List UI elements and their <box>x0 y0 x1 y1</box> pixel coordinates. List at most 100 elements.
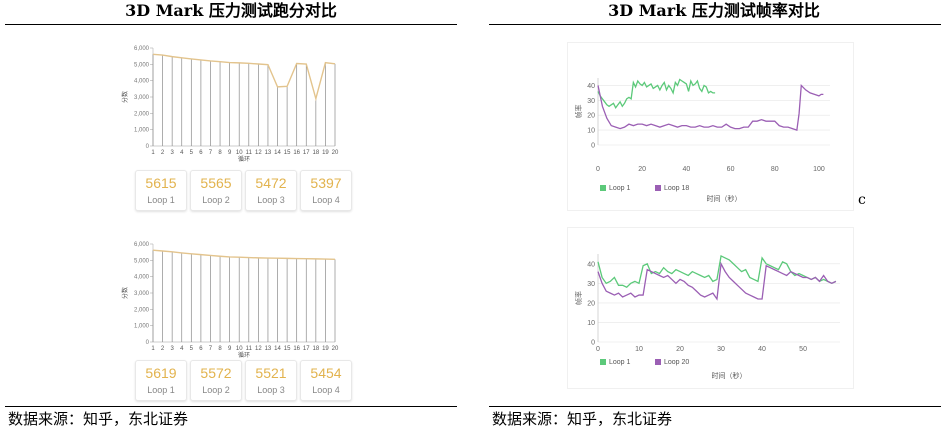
fps-chart-1: 0 10 20 30 40 0 20 40 60 80 100 帧率 Loop 1 Loop 18 时间（秒… <box>574 78 830 203</box>
loop-score-value: 5572 <box>200 365 232 381</box>
loop-score-label: Loop 4 <box>312 195 340 205</box>
y-tick-label: 10 <box>587 320 595 327</box>
y-tick-label: 3,000 <box>134 95 150 101</box>
fps-series-line <box>597 83 824 131</box>
score-chart-card-1: 0 1,000 2,000 3,000 4,000 5,000 6,000 1 2 3 4 5 6 7 8 9… <box>110 36 360 216</box>
loop-score-value: 5615 <box>145 175 177 191</box>
x-tick-label: 4 <box>180 346 184 352</box>
x-axis-title: 循环 <box>238 351 250 358</box>
right-title-rule <box>489 24 941 25</box>
x-tick-label: 40 <box>758 346 766 353</box>
y-tick-label: 40 <box>587 261 595 268</box>
x-tick-label: 16 <box>293 150 300 156</box>
x-tick-label: 10 <box>635 346 643 353</box>
y-axis-title: 分数 <box>121 91 129 103</box>
x-tick-label: 17 <box>303 150 310 156</box>
legend-label: Loop 1 <box>609 359 631 366</box>
x-tick-label: 20 <box>638 166 646 173</box>
loop-score-value: 5397 <box>310 175 342 191</box>
legend-swatch <box>600 185 606 191</box>
left-title-rule <box>5 24 457 25</box>
fps-series-line <box>597 261 837 301</box>
stray-mark: c <box>858 192 866 208</box>
y-tick-label: 20 <box>587 113 595 120</box>
x-tick-label: 18 <box>312 150 319 156</box>
x-tick-label: 0 <box>596 346 600 353</box>
legend-swatch <box>600 359 606 365</box>
x-tick-label: 80 <box>771 166 779 173</box>
y-tick-label: 0 <box>146 340 150 346</box>
y-tick-label: 10 <box>587 128 595 135</box>
x-tick-label: 13 <box>265 346 272 352</box>
x-tick-label: 11 <box>246 346 253 352</box>
loop-score-box: 5619 Loop 1 <box>135 360 187 401</box>
x-tick-label: 15 <box>284 346 291 352</box>
left-panel-title: 3D Mark 压力测试跑分对比 <box>125 1 337 20</box>
loop-score-value: 5521 <box>255 365 287 381</box>
y-tick-label: 2,000 <box>134 111 150 117</box>
loop-score-box: 5521 Loop 3 <box>245 360 297 401</box>
loop-score-box: 5454 Loop 4 <box>300 360 352 401</box>
x-tick-label: 4 <box>180 150 184 156</box>
x-tick-label: 2 <box>161 346 165 352</box>
score-series-line <box>152 53 336 102</box>
x-tick-label: 50 <box>799 346 807 353</box>
legend-label: Loop 20 <box>664 359 689 366</box>
right-panel-title: 3D Mark 压力测试帧率对比 <box>608 1 820 20</box>
y-tick-label: 0 <box>591 143 595 150</box>
x-tick-label: 15 <box>284 150 291 156</box>
x-tick-label: 12 <box>255 150 262 156</box>
x-tick-label: 10 <box>236 150 243 156</box>
y-tick-label: 5,000 <box>134 62 150 68</box>
legend-label: Loop 1 <box>609 185 631 192</box>
legend-label: Loop 18 <box>664 185 689 192</box>
left-source-note: 数据来源：知乎，东北证券 <box>8 410 189 428</box>
x-tick-label: 19 <box>322 150 329 156</box>
score-chart-card-2: 0 1,000 2,000 3,000 4,000 5,000 6,000 1 2 3 4 5 6 7 8 9… <box>110 232 360 404</box>
fps-series-line <box>597 78 716 110</box>
left-source-rule <box>5 406 457 407</box>
y-tick-label: 2,000 <box>134 307 150 313</box>
loop-score-label: Loop 1 <box>147 385 175 395</box>
loop-score-box: 5472 Loop 3 <box>245 170 297 211</box>
y-tick-label: 6,000 <box>134 242 150 248</box>
x-tick-label: 60 <box>727 166 735 173</box>
loop-scores-2: 5619 Loop 1 5572 Loop 2 5521 Loop 3 5454 Loop 4 <box>135 360 355 402</box>
y-tick-label: 6,000 <box>134 46 150 52</box>
loop-score-box: 5397 Loop 4 <box>300 170 352 211</box>
x-tick-label: 3 <box>170 346 174 352</box>
x-tick-label: 16 <box>293 346 300 352</box>
loop-score-label: Loop 2 <box>202 195 230 205</box>
fps-series-line <box>597 255 837 289</box>
x-tick-label: 30 <box>717 346 725 353</box>
legend-swatch <box>655 359 661 365</box>
loop-score-value: 5565 <box>200 175 232 191</box>
x-tick-label: 0 <box>596 166 600 173</box>
y-tick-label: 30 <box>587 281 595 288</box>
loop-score-label: Loop 3 <box>257 385 285 395</box>
y-tick-label: 5,000 <box>134 258 150 264</box>
y-tick-label: 30 <box>587 98 595 105</box>
x-tick-label: 7 <box>209 346 213 352</box>
x-tick-label: 9 <box>228 346 232 352</box>
x-tick-label: 20 <box>676 346 684 353</box>
x-tick-label: 1 <box>151 346 155 352</box>
y-axis-title: 分数 <box>121 287 129 299</box>
y-tick-label: 20 <box>587 300 595 307</box>
x-tick-label: 8 <box>218 346 222 352</box>
x-tick-label: 14 <box>274 346 281 352</box>
right-source-note: 数据来源：知乎，东北证券 <box>492 410 673 428</box>
y-tick-label: 0 <box>591 340 595 347</box>
x-tick-label: 6 <box>199 150 203 156</box>
loop-score-value: 5472 <box>255 175 287 191</box>
x-axis-title: 时间（秒） <box>707 194 742 203</box>
legend-swatch <box>655 185 661 191</box>
x-tick-label: 2 <box>161 150 165 156</box>
loop-score-box: 5615 Loop 1 <box>135 170 187 211</box>
loop-score-value: 5454 <box>310 365 342 381</box>
x-tick-label: 17 <box>303 346 310 352</box>
right-source-rule <box>489 406 941 407</box>
fps-chart-card-2: 0 10 20 30 40 0 10 20 30 40 50 帧率 Loop 1 Loop 20 时间（秒） <box>567 227 854 389</box>
y-tick-label: 1,000 <box>134 128 150 134</box>
